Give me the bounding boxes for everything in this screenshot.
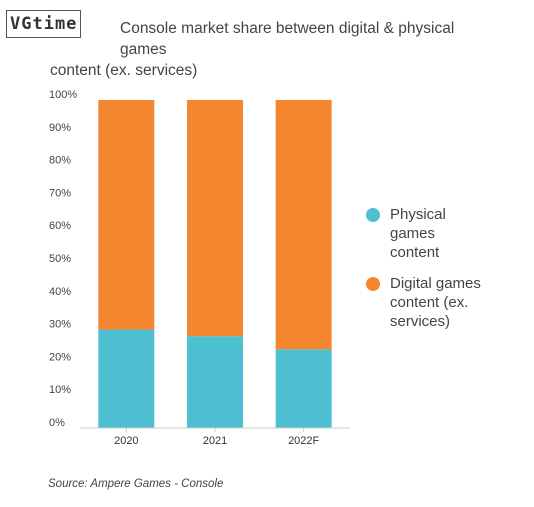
y-tick-label: 10% <box>49 384 71 396</box>
chart-title-line-1: Console market share between digital & p… <box>120 20 455 58</box>
y-tick-label: 30% <box>49 319 71 331</box>
legend-label-digital-line-3: services) <box>390 313 451 330</box>
legend-swatch-digital-icon <box>366 277 380 291</box>
source-note: Source: Ampere Games - Console <box>48 478 224 490</box>
legend-item-physical: Physical games content <box>366 205 516 262</box>
chart-title: Console market share between digital & p… <box>50 18 500 81</box>
legend-label-digital: Digital games content (ex. services) <box>390 274 481 331</box>
y-tick-label: 20% <box>49 351 71 363</box>
chart-legend: Physical games content Digital games con… <box>366 205 516 343</box>
y-tick-label: 40% <box>49 286 71 298</box>
y-tick-label: 80% <box>49 155 71 167</box>
y-tick-label: 100% <box>49 89 77 101</box>
stacked-bar-chart: 0%10%20%30%40%50%60%70%80%90%100% 2020 20… <box>49 89 350 447</box>
y-tick-label: 60% <box>49 220 71 232</box>
legend-label-physical-line-3: content <box>390 244 440 261</box>
bar-segment-physical <box>275 349 332 428</box>
bar-segment-physical <box>98 329 155 428</box>
y-tick-label: 50% <box>49 253 71 265</box>
x-axis: 2020 2021 2022F <box>80 427 350 447</box>
bar-segment-digital <box>187 100 243 337</box>
bar-segment-digital <box>98 100 155 330</box>
x-tick-label: 2020 <box>114 435 138 447</box>
watermark-logo: VGtime <box>6 10 82 38</box>
watermark-text: VGtime <box>10 14 78 34</box>
legend-item-digital: Digital games content (ex. services) <box>366 274 516 331</box>
y-tick-label: 0% <box>49 417 65 429</box>
y-tick-label: 90% <box>49 122 71 134</box>
legend-swatch-physical-icon <box>366 208 380 222</box>
legend-label-digital-line-1: Digital games <box>390 275 481 292</box>
y-tick-label: 70% <box>49 187 71 199</box>
legend-label-digital-line-2: content (ex. <box>390 294 469 311</box>
bar-segment-digital <box>275 100 332 350</box>
x-tick-label: 2022F <box>288 435 319 447</box>
legend-label-physical-line-1: Physical <box>390 206 446 223</box>
chart-title-line-2: content (ex. services) <box>50 62 198 79</box>
legend-label-physical: Physical games content <box>390 205 446 262</box>
bar-segment-physical <box>187 336 243 428</box>
legend-label-physical-line-2: games <box>390 225 436 242</box>
bars <box>98 100 332 428</box>
y-axis: 0% 10% 20% 30% 40% 50% 60% 70% 80% 90% 100% <box>49 89 77 429</box>
x-tick-label: 2021 <box>203 435 227 447</box>
